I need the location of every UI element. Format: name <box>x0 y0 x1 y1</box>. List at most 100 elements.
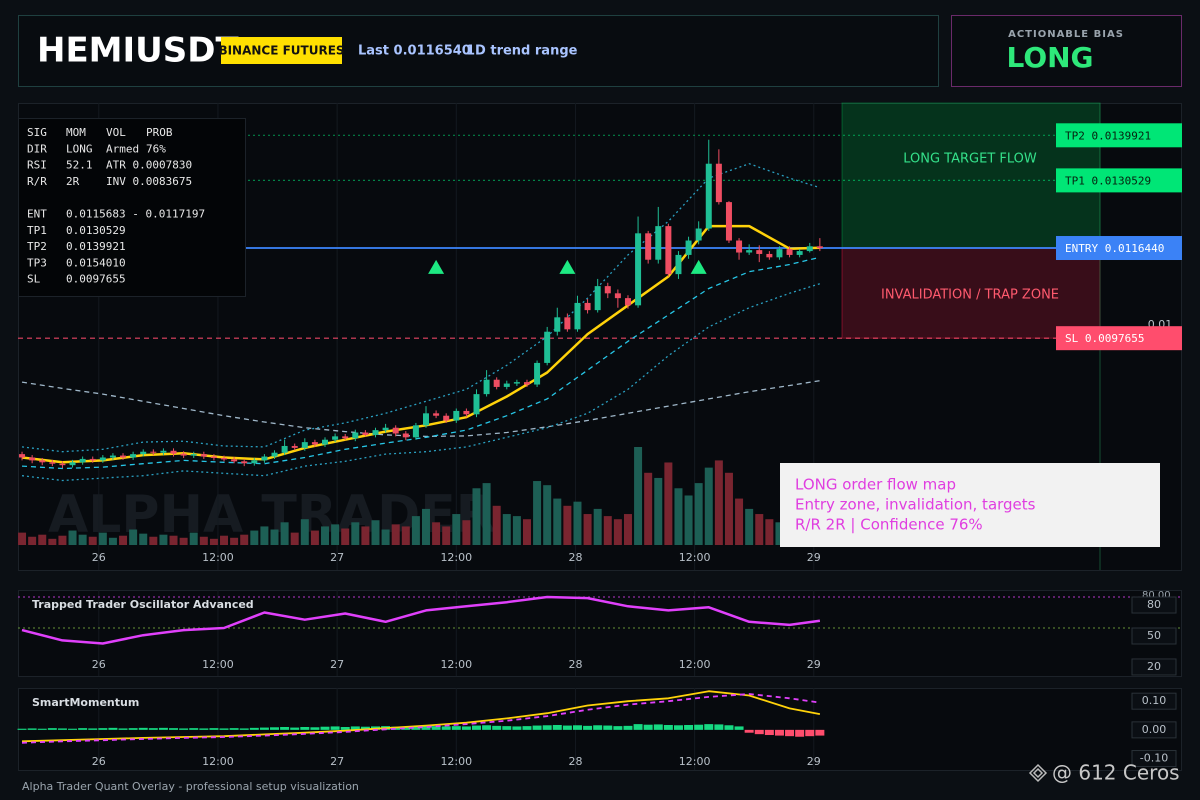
x-tick-label: 12:00 <box>440 551 472 564</box>
info-cell: DIR <box>27 142 47 155</box>
volume-bar <box>240 534 249 545</box>
histogram-bar <box>815 729 825 736</box>
candle-body <box>523 382 530 385</box>
histogram-bar <box>209 728 219 730</box>
histogram-bar <box>199 728 209 730</box>
histogram-bar <box>300 726 310 730</box>
volume-bar <box>179 537 188 545</box>
histogram-bar <box>340 726 350 730</box>
candle-body <box>766 253 773 258</box>
candle-body <box>170 450 177 454</box>
histogram-bar <box>512 726 522 730</box>
info-cell: TP1 <box>27 224 47 237</box>
candle-body <box>614 293 621 299</box>
candle-body <box>281 445 288 453</box>
annotation-line: Entry zone, invalidation, targets <box>795 496 1036 514</box>
histogram-bar <box>704 724 714 730</box>
histogram-bar <box>754 729 764 735</box>
candle-body <box>685 240 692 255</box>
bias-value: LONG <box>1006 41 1093 74</box>
zone-label: LONG TARGET FLOW <box>903 152 1037 167</box>
info-cell: ATR 0.0007830 <box>106 159 192 172</box>
histogram-bar <box>189 728 199 730</box>
annotation-line: LONG order flow map <box>795 476 956 494</box>
candle-body <box>130 454 137 458</box>
x-tick-label: 12:00 <box>202 658 234 671</box>
candle-body <box>564 317 571 330</box>
volume-bar <box>280 522 289 545</box>
info-cell: 0.0154010 <box>66 256 126 269</box>
volume-bar <box>714 460 723 545</box>
info-cell: Armed <box>106 142 139 155</box>
candle-body <box>544 331 551 363</box>
volume-bar <box>381 529 390 545</box>
candle-body <box>221 457 228 460</box>
histogram-bar <box>320 726 330 730</box>
histogram-bar <box>27 728 37 730</box>
histogram-bar <box>684 724 694 730</box>
x-tick-label: 27 <box>330 658 344 671</box>
candle-body <box>433 413 440 416</box>
volume-bar <box>573 501 582 545</box>
volume-bar <box>755 514 764 545</box>
y-tick-label: 50 <box>1147 629 1161 642</box>
candle-body <box>150 451 157 453</box>
symbol: HEMIUSDT <box>37 31 239 71</box>
candle-body <box>301 442 308 448</box>
histogram-bar <box>451 726 461 730</box>
level-label: ENTRY 0.0116440 <box>1065 242 1164 255</box>
range: 1D trend range <box>466 44 578 59</box>
candle-body <box>534 362 541 385</box>
indicator-line <box>21 163 821 453</box>
info-cell: SIG <box>27 126 47 139</box>
volume-bar <box>119 535 128 545</box>
histogram-bar <box>249 727 259 730</box>
histogram-bar <box>805 729 815 737</box>
candle-body <box>79 458 86 463</box>
y-tick-label: -0.10 <box>1140 752 1168 765</box>
x-tick-label: 28 <box>568 658 582 671</box>
candle-body <box>604 286 611 294</box>
candle-body <box>412 425 419 438</box>
histogram-bar <box>562 725 572 730</box>
y-tick-box <box>1131 596 1177 614</box>
histogram-bar <box>552 724 562 730</box>
annotation-box <box>780 463 1160 547</box>
candle-body <box>695 228 702 241</box>
volume-bar <box>300 519 309 545</box>
volume-bar <box>411 516 420 545</box>
histogram-bar <box>603 725 613 730</box>
signal-marker <box>690 259 707 274</box>
volume-bar <box>139 533 148 545</box>
histogram-bar <box>88 728 98 730</box>
candle-body <box>251 460 258 464</box>
candle-body <box>160 450 167 453</box>
volume-bar <box>623 514 632 545</box>
candle-body <box>574 302 581 330</box>
info-cell: TP3 <box>27 256 47 269</box>
y-tick-label: 20 <box>1147 660 1161 673</box>
volume-bar <box>129 529 138 545</box>
volume-bar <box>361 526 370 545</box>
x-tick-label: 29 <box>807 551 821 564</box>
level-value: 0.0116440 <box>1105 242 1165 255</box>
volume-bar <box>199 536 208 545</box>
volume-bar <box>765 519 774 545</box>
histogram-bar <box>633 724 643 730</box>
volume-bar <box>613 519 622 545</box>
candle-body <box>584 302 591 311</box>
level-badge <box>1056 123 1182 148</box>
info-cell: ENT <box>27 208 47 221</box>
candle-body <box>665 226 672 275</box>
candle-body <box>776 249 783 258</box>
candle-body <box>39 460 46 463</box>
x-tick-label: 26 <box>92 551 106 564</box>
level-name: SL <box>1065 332 1079 345</box>
volume-bar <box>502 514 511 545</box>
candle-body <box>786 249 793 255</box>
level-value: 0.0139921 <box>1092 129 1152 142</box>
histogram-bar <box>219 728 229 730</box>
info-cell: 76% <box>146 142 166 155</box>
volume-bar <box>553 498 562 545</box>
volume-bar <box>694 483 703 545</box>
